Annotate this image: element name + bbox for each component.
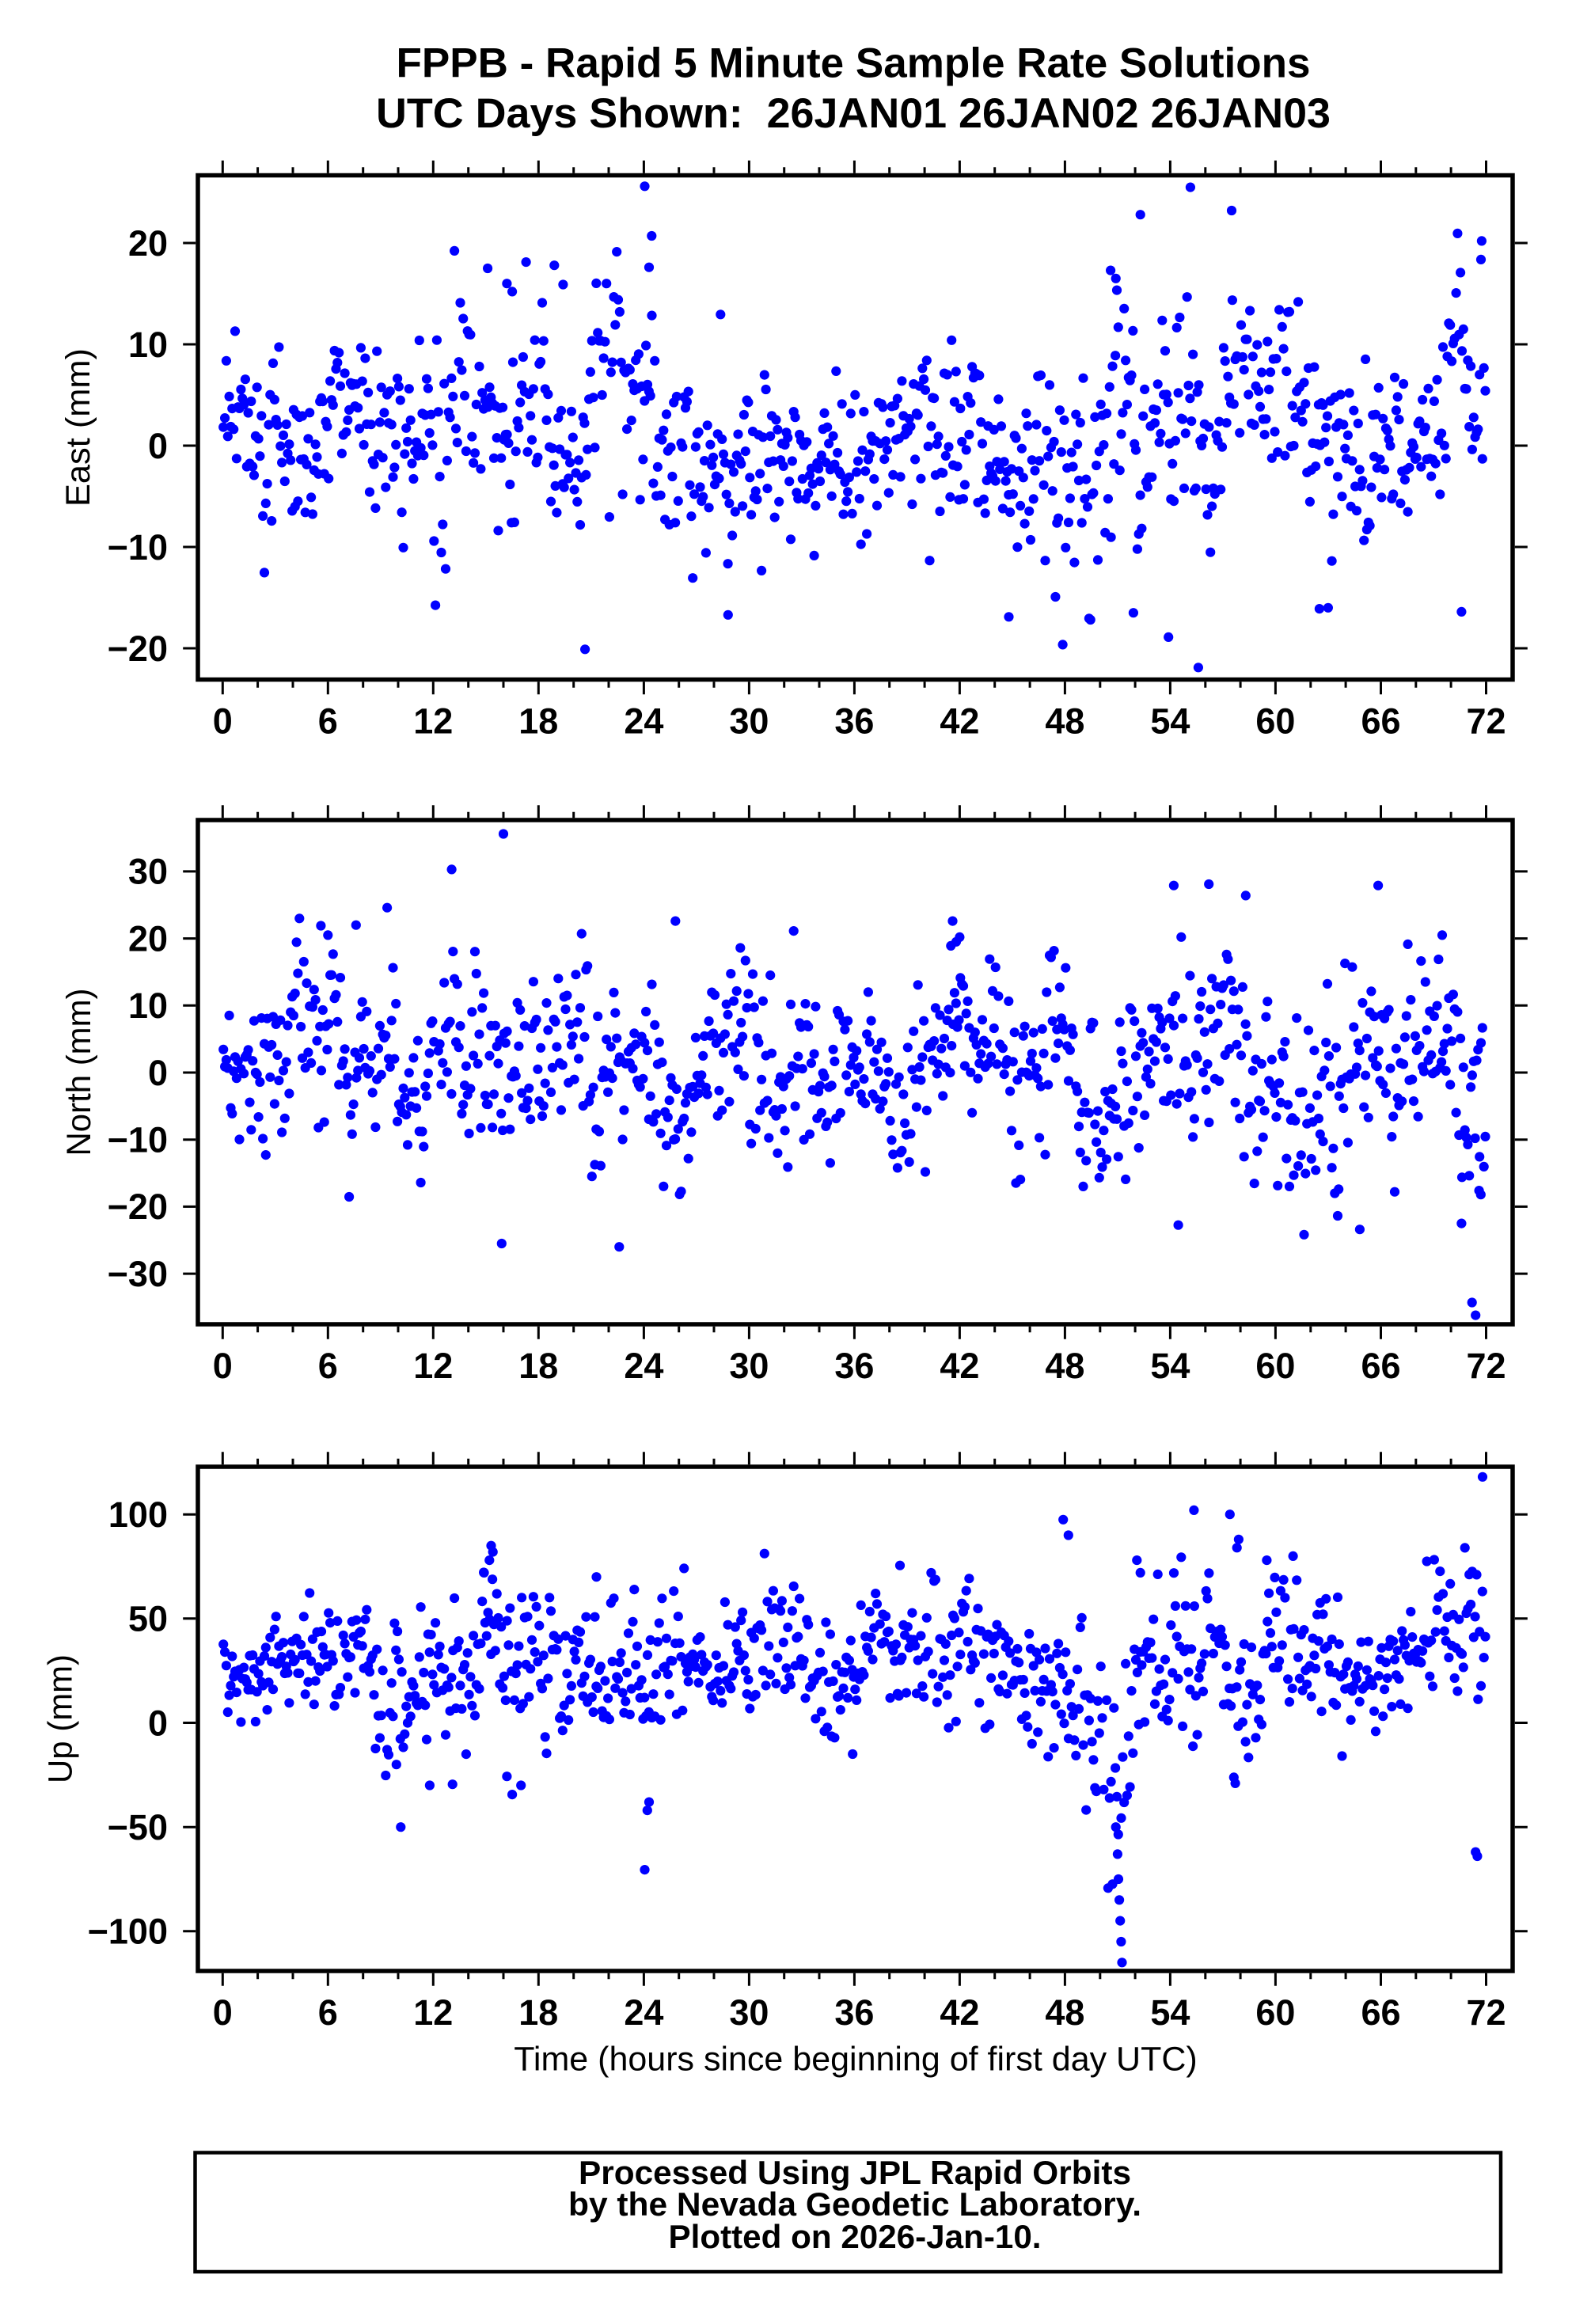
svg-text:0: 0 [148,1703,168,1743]
svg-text:−100: −100 [88,1912,168,1952]
svg-text:−10: −10 [108,527,168,568]
svg-text:50: 50 [128,1599,168,1639]
svg-text:−30: −30 [108,1254,168,1294]
svg-text:20: 20 [128,223,168,264]
svg-text:42: 42 [940,701,979,741]
svg-text:−20: −20 [108,628,168,669]
svg-text:0: 0 [213,1346,233,1386]
svg-text:48: 48 [1045,1992,1084,2033]
svg-text:UTC Days Shown: 26JAN01 26JAN: UTC Days Shown: 26JAN01 26JAN02 26JAN03 [376,90,1331,137]
svg-text:18: 18 [518,701,558,741]
svg-text:66: 66 [1361,1992,1400,2033]
svg-text:36: 36 [834,1346,874,1386]
svg-text:30: 30 [729,1992,769,2033]
svg-text:by the Nevada Geodetic Laborat: by the Nevada Geodetic Laboratory. [568,2185,1141,2223]
svg-text:10: 10 [128,985,168,1026]
svg-text:72: 72 [1466,1346,1506,1386]
svg-text:60: 60 [1255,1992,1295,2033]
svg-text:72: 72 [1466,1992,1506,2033]
svg-text:66: 66 [1361,1346,1400,1386]
svg-text:12: 12 [413,1992,453,2033]
svg-text:24: 24 [624,1346,663,1386]
svg-text:18: 18 [518,1346,558,1386]
svg-text:48: 48 [1045,701,1084,741]
svg-text:36: 36 [834,1992,874,2033]
svg-text:42: 42 [940,1992,979,2033]
svg-text:42: 42 [940,1346,979,1386]
svg-text:24: 24 [624,1992,663,2033]
svg-text:36: 36 [834,701,874,741]
svg-text:48: 48 [1045,1346,1084,1386]
svg-text:Time (hours since beginning of: Time (hours since beginning of first day… [514,2041,1198,2079]
svg-text:6: 6 [318,701,338,741]
svg-text:72: 72 [1466,701,1506,741]
svg-text:24: 24 [624,701,663,741]
svg-text:66: 66 [1361,701,1400,741]
svg-text:20: 20 [128,918,168,959]
svg-text:Processed Using JPL Rapid Orbi: Processed Using JPL Rapid Orbits [579,2154,1131,2191]
svg-text:10: 10 [128,325,168,365]
svg-text:30: 30 [128,852,168,892]
svg-text:18: 18 [518,1992,558,2033]
svg-text:100: 100 [108,1494,168,1535]
svg-text:East (mm): East (mm) [59,348,97,507]
svg-text:60: 60 [1255,701,1295,741]
svg-text:0: 0 [213,1992,233,2033]
svg-text:30: 30 [729,1346,769,1386]
svg-text:12: 12 [413,1346,453,1386]
svg-text:0: 0 [148,426,168,466]
svg-text:54: 54 [1150,1346,1190,1386]
svg-text:0: 0 [148,1053,168,1093]
svg-text:0: 0 [213,701,233,741]
svg-text:54: 54 [1150,701,1190,741]
svg-text:54: 54 [1150,1992,1190,2033]
svg-text:Up (mm): Up (mm) [42,1654,80,1783]
svg-text:6: 6 [318,1346,338,1386]
svg-text:Plotted on 2026-Jan-10.: Plotted on 2026-Jan-10. [669,2218,1042,2255]
svg-text:FPPB - Rapid 5 Minute Sample R: FPPB - Rapid 5 Minute Sample Rate Soluti… [397,40,1311,87]
svg-text:−20: −20 [108,1187,168,1227]
svg-text:12: 12 [413,701,453,741]
svg-text:6: 6 [318,1992,338,2033]
svg-text:30: 30 [729,701,769,741]
svg-text:−50: −50 [108,1807,168,1847]
svg-text:North (mm): North (mm) [60,989,98,1156]
svg-text:−10: −10 [108,1120,168,1160]
svg-text:60: 60 [1255,1346,1295,1386]
